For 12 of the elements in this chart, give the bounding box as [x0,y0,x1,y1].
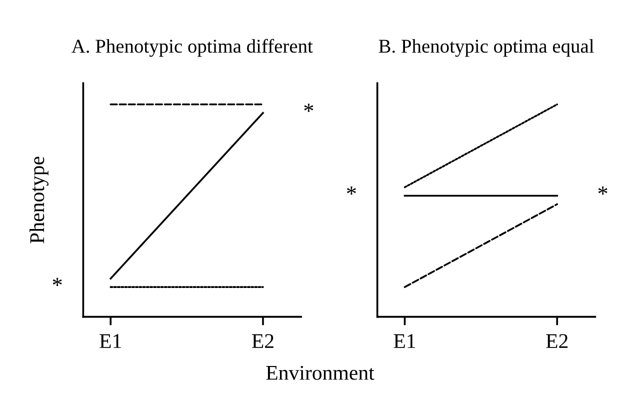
chart-title: A. Phenotypic optima different [72,38,313,57]
x-tick-label: E2 [252,334,274,348]
x-tick-label: E2 [546,334,568,348]
x-tick-label: E1 [394,334,416,348]
x-axis-title: Environment [266,366,374,380]
chart-title: B. Phenotypic optima equal [378,39,594,57]
annotation: * [52,278,62,286]
y-axis-title: Phenotype [30,156,48,244]
x-tick-label: E1 [100,334,121,348]
annotation: * [598,186,608,195]
annotation: * [346,186,356,195]
annotation: * [304,104,314,112]
